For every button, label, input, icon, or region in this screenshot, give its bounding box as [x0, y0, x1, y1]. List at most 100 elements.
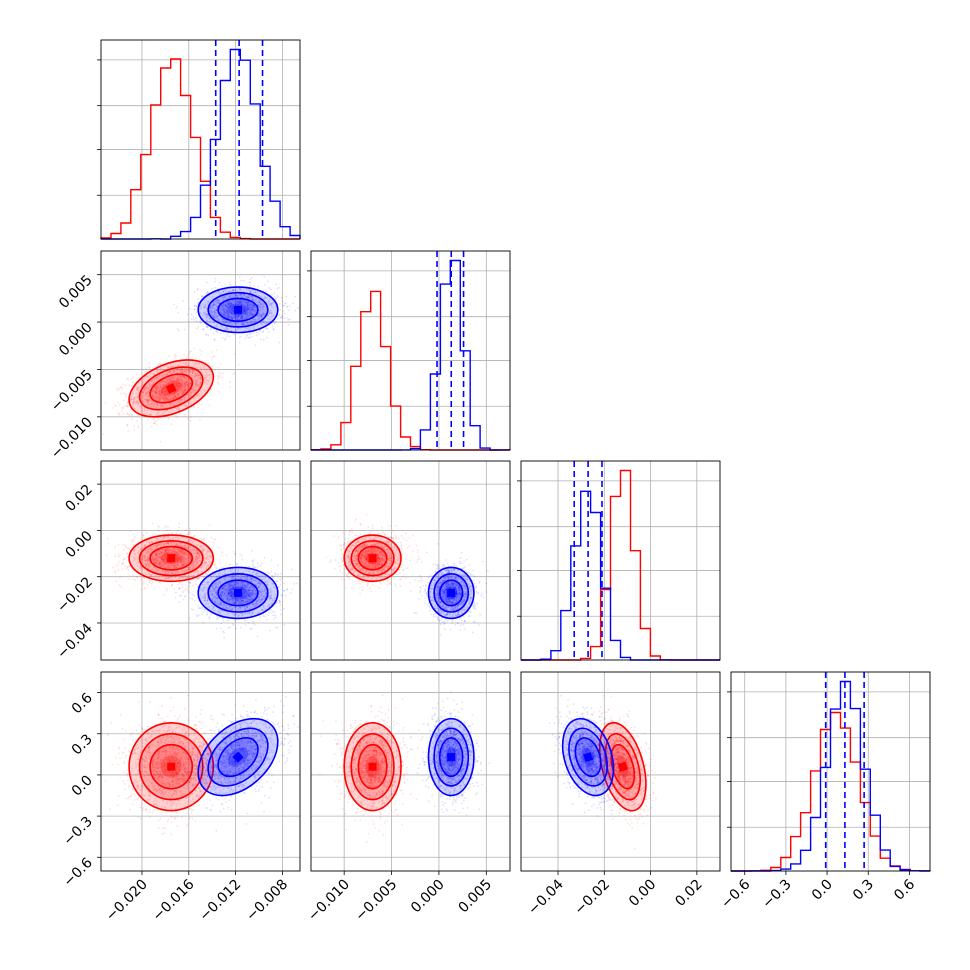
scatter-point: [241, 315, 244, 318]
scatter-point: [195, 374, 197, 377]
scatter-point: [210, 311, 213, 314]
scatter-point: [179, 386, 182, 389]
scatter-point: [163, 411, 166, 413]
scatter-point: [164, 384, 166, 387]
scatter-point: [240, 315, 242, 318]
scatter-point: [138, 451, 140, 453]
scatter-point: [158, 394, 161, 397]
scatter-point: [219, 627, 222, 630]
scatter-point: [205, 320, 208, 323]
scatter-point: [177, 400, 180, 403]
scatter-point: [235, 323, 238, 325]
scatter-point: [292, 302, 294, 304]
scatter-point: [224, 312, 227, 314]
scatter-point: [147, 395, 149, 397]
scatter-point: [139, 406, 142, 409]
scatter-point: [182, 392, 185, 395]
scatter-point: [192, 397, 195, 400]
scatter-point: [217, 300, 220, 302]
scatter-point: [154, 391, 157, 394]
scatter-point: [152, 418, 155, 420]
scatter-point: [162, 392, 164, 395]
scatter-point: [204, 304, 207, 307]
scatter-point: [186, 364, 189, 366]
scatter-point: [157, 404, 159, 406]
scatter-point: [271, 325, 274, 328]
scatter-point: [247, 301, 250, 304]
scatter-point: [180, 371, 183, 374]
scatter-point: [282, 594, 285, 596]
scatter-point: [289, 305, 291, 307]
scatter-point: [160, 395, 163, 397]
scatter-point: [282, 304, 285, 307]
scatter-point: [238, 336, 241, 339]
scatter-point: [154, 403, 157, 406]
scatter-point: [211, 313, 214, 316]
scatter-point: [142, 391, 145, 393]
scatter-point: [258, 302, 261, 304]
scatter-point: [179, 378, 182, 380]
scatter-point: [163, 398, 166, 401]
scatter-point: [161, 391, 163, 393]
scatter-point: [155, 420, 158, 423]
scatter-point: [107, 542, 110, 545]
scatter-point: [236, 316, 238, 319]
scatter-point: [114, 405, 117, 407]
scatter-point: [206, 313, 209, 316]
scatter-point: [160, 391, 163, 394]
scatter-point: [184, 379, 187, 382]
scatter-point: [163, 384, 166, 387]
scatter-point: [154, 391, 157, 394]
scatter-point: [189, 533, 192, 535]
scatter-point: [164, 400, 166, 402]
scatter-point: [229, 301, 232, 304]
scatter-point: [153, 403, 156, 406]
scatter-point: [213, 338, 216, 341]
scatter-point: [188, 530, 191, 533]
scatter-point: [142, 399, 144, 402]
scatter-point: [247, 336, 250, 339]
scatter-point: [197, 376, 200, 379]
scatter-point: [237, 328, 240, 330]
scatter-point: [168, 399, 171, 402]
scatter-point: [197, 386, 200, 389]
scatter-point: [164, 390, 167, 393]
scatter-point: [181, 383, 184, 385]
scatter-point: [232, 289, 234, 291]
scatter-point: [160, 367, 162, 370]
scatter-point: [171, 395, 174, 398]
scatter-point: [150, 399, 153, 402]
scatter-point: [208, 370, 211, 373]
scatter-point: [205, 333, 208, 336]
scatter-point: [179, 379, 182, 382]
scatter-point: [140, 589, 143, 591]
scatter-point: [130, 398, 133, 401]
scatter-point: [203, 367, 205, 370]
scatter-point: [195, 317, 198, 320]
scatter-point: [143, 413, 146, 415]
scatter-point: [231, 307, 234, 310]
scatter-point: [234, 315, 237, 318]
scatter-point: [245, 306, 248, 309]
scatter-point: [174, 597, 177, 599]
scatter-point: [189, 578, 192, 581]
scatter-point: [182, 381, 185, 384]
scatter-point: [178, 382, 181, 385]
scatter-point: [258, 305, 261, 308]
scatter-point: [164, 390, 167, 392]
scatter-point: [123, 565, 126, 568]
scatter-point: [204, 374, 207, 377]
scatter-point: [225, 554, 228, 557]
scatter-point: [195, 363, 197, 366]
scatter-point: [173, 404, 176, 407]
scatter-point: [268, 312, 271, 315]
scatter-point: [243, 307, 245, 309]
scatter-point: [139, 578, 142, 581]
scatter-point: [214, 563, 216, 566]
scatter-point: [166, 405, 169, 408]
scatter-point: [186, 533, 189, 536]
scatter-point: [247, 296, 250, 298]
scatter-point: [184, 382, 187, 385]
scatter-point: [275, 605, 277, 608]
scatter-point: [176, 379, 179, 382]
